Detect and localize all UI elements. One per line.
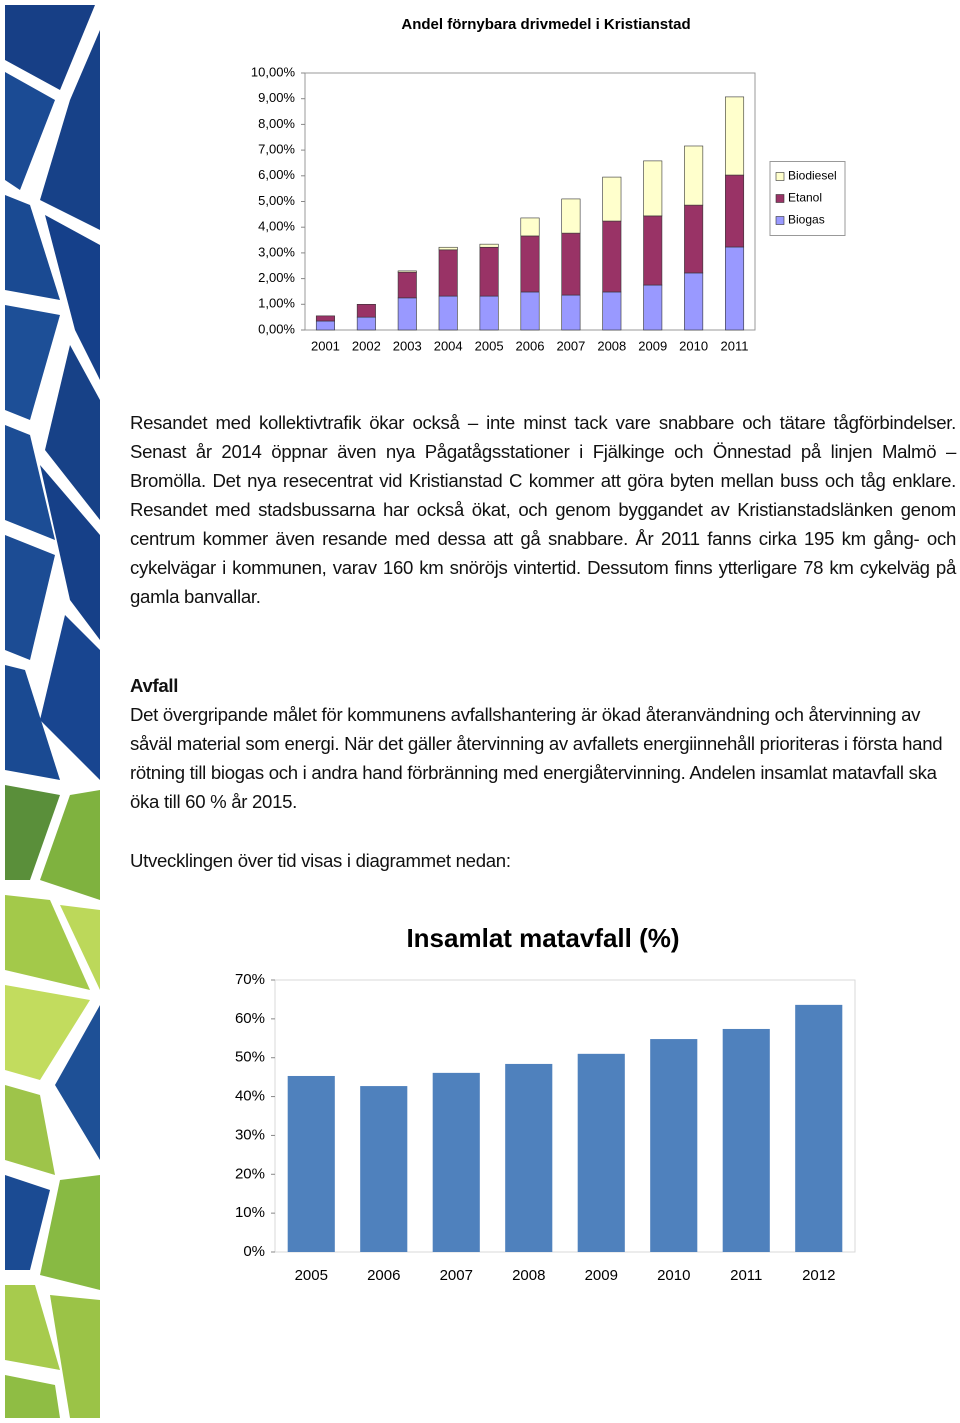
y-tick-label: 30% — [235, 1126, 265, 1143]
chart-title: Andel förnybara drivmedel i Kristianstad — [401, 16, 690, 33]
bar-segment — [602, 220, 622, 293]
bar-segment — [356, 303, 376, 318]
legend-label: Biogas — [788, 213, 825, 227]
y-tick-label: 3,00% — [258, 244, 295, 259]
bar-segment — [684, 204, 704, 274]
bar-segment — [684, 272, 704, 331]
bar-segment — [561, 294, 581, 331]
x-tick-label: 2007 — [440, 1267, 473, 1284]
x-tick-label: 2008 — [512, 1267, 545, 1284]
bar-segment — [561, 198, 581, 234]
bar — [360, 1086, 408, 1252]
bar-segment — [438, 246, 458, 251]
bar-segment — [479, 243, 499, 248]
heading: Avfall — [130, 675, 179, 696]
x-tick-label: 2006 — [516, 338, 545, 353]
y-tick-label: 7,00% — [258, 142, 295, 157]
bar-segment — [356, 316, 376, 331]
x-tick-label: 2002 — [352, 338, 381, 353]
y-tick-label: 4,00% — [258, 219, 295, 234]
x-tick-label: 2005 — [475, 338, 504, 353]
legend-swatch — [775, 216, 785, 225]
x-tick-label: 2001 — [311, 338, 340, 353]
x-tick-label: 2009 — [638, 338, 667, 353]
bar — [287, 1075, 335, 1252]
bar-segment — [397, 297, 417, 331]
legend-label: Etanol — [788, 191, 822, 205]
bar-segment — [438, 295, 458, 331]
x-tick-label: 2007 — [556, 338, 585, 353]
legend-swatch — [775, 194, 785, 203]
x-tick-label: 2010 — [657, 1267, 690, 1284]
bar — [505, 1063, 553, 1252]
bar-segment — [315, 315, 335, 322]
bar-segment — [520, 291, 540, 331]
y-tick-label: 10,00% — [251, 64, 296, 79]
bar-segment — [479, 295, 499, 331]
legend-label: Biodiesel — [788, 169, 837, 183]
x-tick-label: 2010 — [679, 338, 708, 353]
x-tick-label: 2009 — [585, 1267, 618, 1284]
bar-segment — [643, 215, 663, 286]
bar-segment — [397, 270, 417, 273]
bar-segment — [725, 96, 745, 176]
bar — [432, 1072, 480, 1252]
x-tick-label: 2005 — [295, 1267, 328, 1284]
bar-segment — [520, 235, 540, 293]
y-tick-label: 0,00% — [258, 321, 295, 336]
paragraph: Utvecklingen över tid visas i diagrammet… — [130, 850, 511, 871]
x-tick-label: 2003 — [393, 338, 422, 353]
bar — [650, 1039, 698, 1252]
y-tick-label: 2,00% — [258, 270, 295, 285]
y-tick-label: 8,00% — [258, 116, 295, 131]
y-tick-label: 0% — [243, 1243, 265, 1260]
paragraph: Resandet med kollektivtrafik ökar också … — [130, 412, 956, 607]
paragraph: Det övergripande målet för kommunens avf… — [130, 704, 943, 812]
y-tick-label: 1,00% — [258, 296, 295, 311]
bar-segment — [643, 160, 663, 217]
x-tick-label: 2011 — [730, 1267, 762, 1284]
x-tick-label: 2008 — [597, 338, 626, 353]
y-tick-label: 50% — [235, 1049, 265, 1066]
x-tick-label: 2011 — [721, 338, 749, 353]
bar-segment — [602, 176, 622, 222]
x-tick-label: 2006 — [367, 1267, 400, 1284]
bar-segment — [602, 291, 622, 331]
bar-segment — [643, 284, 663, 331]
bar-segment — [684, 145, 704, 206]
y-tick-label: 5,00% — [258, 193, 295, 208]
y-tick-label: 70% — [235, 971, 265, 988]
bar-segment — [520, 217, 540, 237]
bar-segment — [397, 271, 417, 299]
y-tick-label: 40% — [235, 1088, 265, 1105]
bar — [795, 1004, 843, 1252]
legend-swatch — [775, 172, 785, 181]
bar-segment — [561, 232, 581, 296]
y-tick-label: 6,00% — [258, 167, 295, 182]
bar-segment — [479, 246, 499, 297]
plot-area — [274, 979, 856, 1253]
y-tick-label: 60% — [235, 1010, 265, 1027]
bar-segment — [438, 249, 458, 297]
y-tick-label: 20% — [235, 1165, 265, 1182]
bar — [722, 1028, 770, 1252]
bar-segment — [315, 320, 335, 331]
x-tick-label: 2012 — [802, 1267, 835, 1284]
side-decoration — [5, 5, 100, 1418]
y-tick-label: 9,00% — [258, 90, 295, 105]
bar-segment — [725, 246, 745, 331]
chart-title: Insamlat matavfall (%) — [406, 923, 679, 953]
bar — [577, 1053, 625, 1252]
x-tick-label: 2004 — [434, 338, 463, 353]
bar-segment — [725, 174, 745, 248]
y-tick-label: 10% — [235, 1204, 265, 1221]
